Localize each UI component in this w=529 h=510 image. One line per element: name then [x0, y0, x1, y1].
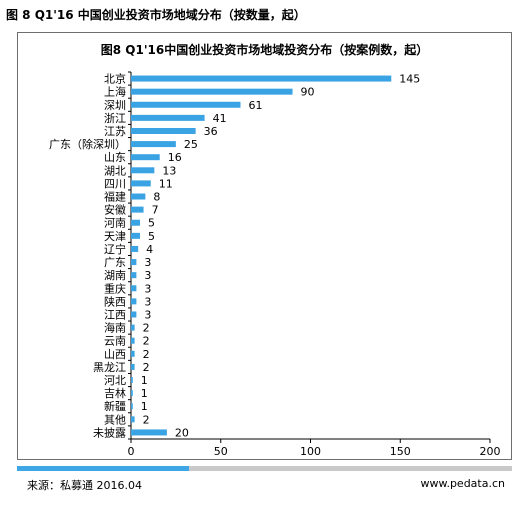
category-label: 江苏 [104, 125, 126, 138]
x-tick-label: 50 [214, 445, 228, 458]
bar [131, 88, 293, 95]
bar [131, 193, 146, 200]
value-label: 3 [144, 282, 151, 295]
category-label: 重庆 [104, 281, 126, 295]
value-label: 2 [143, 348, 150, 361]
category-label: 四川 [104, 177, 126, 190]
value-label: 5 [148, 217, 155, 230]
x-tick-label: 0 [128, 445, 135, 458]
bar [131, 154, 160, 161]
category-label: 广东 [104, 256, 126, 269]
bar [131, 101, 241, 108]
value-label: 20 [175, 426, 189, 439]
bar [131, 167, 155, 174]
category-label: 山西 [104, 348, 126, 361]
value-label: 16 [168, 151, 182, 164]
website-link[interactable]: www.pedata.cn [420, 477, 505, 490]
bar [131, 75, 392, 82]
category-label: 辽宁 [104, 242, 126, 256]
value-label: 2 [143, 361, 150, 374]
bar [131, 272, 137, 279]
category-label: 山东 [104, 151, 126, 164]
category-label: 天津 [104, 230, 126, 243]
bar [131, 350, 135, 357]
value-label: 7 [152, 204, 159, 217]
category-label: 黑龙江 [93, 361, 126, 374]
category-label: 深圳 [104, 99, 126, 112]
value-label: 3 [144, 256, 151, 269]
x-tick-label: 150 [390, 445, 411, 458]
category-label: 湖南 [104, 269, 126, 282]
chart-title: 图8 Q1'16中国创业投资市场地域投资分布（按案例数，起） [100, 43, 429, 57]
source-note: 来源：私募通 2016.04 [27, 479, 142, 492]
bar [131, 311, 137, 318]
bar [131, 180, 151, 187]
value-label: 3 [144, 308, 151, 321]
x-tick-label: 100 [300, 445, 321, 458]
bar [131, 206, 144, 213]
category-label: 浙江 [104, 112, 126, 125]
value-label: 4 [146, 243, 153, 256]
value-label: 2 [143, 335, 150, 348]
bar [131, 285, 137, 292]
value-label: 1 [141, 387, 148, 400]
bar [131, 403, 133, 410]
bar [131, 298, 137, 305]
value-label: 13 [162, 164, 176, 177]
value-label: 25 [184, 138, 198, 151]
bar [131, 390, 133, 397]
bar [131, 245, 139, 252]
bar [131, 363, 135, 370]
value-label: 3 [144, 295, 151, 308]
value-label: 11 [159, 177, 173, 190]
bar [131, 127, 196, 134]
category-label: 上海 [104, 85, 126, 99]
value-label: 41 [213, 112, 227, 125]
value-label: 2 [143, 413, 150, 426]
bar [131, 416, 135, 423]
bar [131, 337, 135, 344]
category-label: 广东（除深圳） [49, 137, 126, 151]
chart-frame: 图8 Q1'16中国创业投资市场地域投资分布（按案例数，起） [17, 32, 512, 460]
value-label: 61 [248, 99, 262, 112]
value-label: 2 [143, 322, 150, 335]
category-label: 云南 [104, 335, 126, 348]
category-label: 河北 [104, 374, 126, 387]
category-label: 福建 [104, 190, 126, 204]
value-label: 3 [144, 269, 151, 282]
value-label: 1 [141, 400, 148, 413]
bar [131, 259, 137, 266]
x-tick-label: 200 [480, 445, 501, 458]
category-label: 安徽 [104, 203, 126, 217]
bar [131, 429, 167, 436]
value-label: 1 [141, 374, 148, 387]
category-label: 海南 [104, 321, 126, 335]
value-label: 145 [399, 73, 420, 86]
category-label: 其他 [104, 413, 126, 426]
bar [131, 219, 140, 226]
category-label: 未披露 [93, 425, 126, 439]
bar [131, 324, 135, 331]
footer-divider-accent [17, 466, 189, 471]
bar [131, 232, 140, 239]
category-label: 北京 [104, 72, 126, 86]
category-label: 江西 [104, 308, 126, 321]
bar [131, 377, 133, 384]
category-label: 新疆 [104, 399, 126, 413]
value-label: 36 [204, 125, 218, 138]
bar [131, 114, 205, 121]
category-label: 河南 [104, 217, 126, 230]
value-label: 90 [301, 86, 315, 99]
category-label: 陕西 [104, 294, 126, 308]
figure-title: 图 8 Q1'16 中国创业投资市场地域分布（按数量，起） [6, 8, 306, 22]
category-label: 湖北 [104, 164, 126, 177]
value-label: 5 [148, 230, 155, 243]
bar [131, 141, 176, 148]
category-label: 吉林 [104, 386, 126, 400]
value-label: 8 [153, 191, 160, 204]
footer-divider [17, 466, 512, 471]
